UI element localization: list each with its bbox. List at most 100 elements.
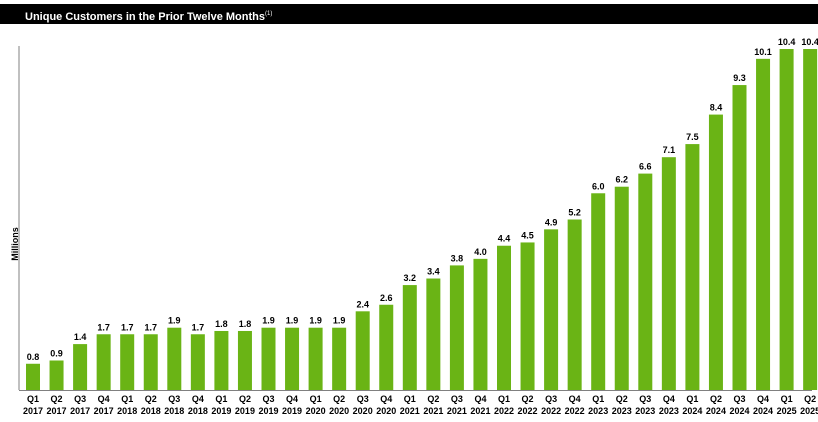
tick-label-year: 2020: [376, 406, 396, 416]
data-label: 7.1: [663, 145, 676, 155]
bar: [49, 360, 64, 390]
tick-label-year: 2021: [447, 406, 467, 416]
tick-label-quarter: Q1: [498, 394, 510, 404]
tick-label-year: 2019: [258, 406, 278, 416]
tick-label-quarter: Q3: [545, 394, 557, 404]
data-label: 3.8: [451, 253, 464, 263]
tick-label-quarter: Q4: [569, 394, 581, 404]
tick-label-quarter: Q2: [427, 394, 439, 404]
bar: [449, 265, 464, 390]
tick-label-year: 2019: [235, 406, 255, 416]
bar: [73, 344, 88, 390]
bar: [120, 334, 135, 390]
data-label: 4.5: [521, 230, 534, 240]
bar-chart: 0.8 Q1 2017 0.9 Q2 2017 1.4 Q3 2017 1.7 Q4 2017 1.7 Q…: [18, 37, 818, 416]
bar: [756, 58, 771, 391]
data-label: 1.9: [168, 316, 181, 326]
data-label: 1.4: [74, 332, 87, 342]
bar: [708, 114, 723, 390]
bar: [332, 327, 347, 390]
tick-label-quarter: Q4: [474, 394, 486, 404]
data-label: 10.4: [778, 37, 796, 47]
bar: [308, 327, 323, 390]
data-label: 5.2: [568, 208, 581, 218]
data-label: 6.0: [592, 181, 605, 191]
chart-title: Unique Customers in the Prior Twelve Mon…: [25, 11, 265, 23]
tick-label-quarter: Q3: [451, 394, 463, 404]
tick-label-quarter: Q3: [357, 394, 369, 404]
bar: [237, 330, 252, 390]
bar: [379, 304, 394, 390]
data-label: 4.9: [545, 217, 558, 227]
tick-label-year: 2021: [470, 406, 490, 416]
bar: [544, 229, 559, 390]
tick-label-year: 2024: [729, 406, 749, 416]
data-label: 4.0: [474, 247, 487, 257]
tick-label-year: 2020: [306, 406, 326, 416]
bar: [567, 219, 582, 390]
data-label: 1.9: [262, 316, 275, 326]
bar: [473, 258, 488, 390]
bar: [190, 334, 205, 390]
bar: [732, 85, 747, 390]
tick-label-quarter: Q4: [98, 394, 110, 404]
tick-label-quarter: Q2: [51, 394, 63, 404]
bar: [497, 245, 511, 390]
bar: [591, 193, 606, 390]
data-label: 4.4: [498, 234, 511, 244]
tick-label-quarter: Q2: [145, 394, 157, 404]
bar: [261, 327, 276, 390]
tick-label-quarter: Q1: [781, 394, 793, 404]
tick-label-quarter: Q4: [192, 394, 204, 404]
data-label: 3.2: [404, 273, 417, 283]
tick-label-year: 2024: [706, 406, 726, 416]
bar: [355, 311, 370, 390]
bar: [614, 186, 629, 390]
bar: [214, 330, 229, 390]
tick-label-quarter: Q2: [710, 394, 722, 404]
tick-label-quarter: Q2: [522, 394, 534, 404]
data-label: 9.3: [733, 73, 746, 83]
tick-label-quarter: Q2: [616, 394, 628, 404]
data-label: 1.9: [333, 316, 346, 326]
tick-label-year: 2022: [541, 406, 561, 416]
data-label: 1.7: [121, 322, 134, 332]
data-label: 10.4: [801, 37, 818, 47]
tick-label-year: 2020: [329, 406, 349, 416]
tick-label-quarter: Q4: [663, 394, 675, 404]
tick-label-quarter: Q2: [239, 394, 251, 404]
bar: [661, 157, 676, 390]
bar: [285, 327, 300, 390]
tick-label-year: 2019: [282, 406, 302, 416]
bar: [685, 144, 700, 390]
tick-label-quarter: Q1: [592, 394, 604, 404]
tick-label-year: 2024: [682, 406, 702, 416]
data-label: 1.7: [97, 322, 110, 332]
tick-label-year: 2022: [494, 406, 514, 416]
data-label: 2.6: [380, 293, 393, 303]
tick-label-year: 2025: [800, 406, 818, 416]
tick-label-year: 2018: [141, 406, 161, 416]
data-label: 1.7: [144, 322, 157, 332]
tick-label-year: 2017: [23, 406, 43, 416]
tick-label-year: 2017: [47, 406, 67, 416]
tick-label-quarter: Q1: [121, 394, 133, 404]
data-label: 1.7: [192, 322, 205, 332]
tick-label-quarter: Q3: [262, 394, 274, 404]
tick-label-quarter: Q1: [310, 394, 322, 404]
tick-label-year: 2022: [518, 406, 538, 416]
data-label: 1.9: [309, 316, 322, 326]
bar: [638, 173, 653, 390]
tick-label-quarter: Q3: [74, 394, 86, 404]
tick-label-quarter: Q1: [686, 394, 698, 404]
bar: [779, 49, 794, 390]
tick-label-year: 2018: [188, 406, 208, 416]
bar: [143, 334, 158, 390]
tick-label-quarter: Q2: [333, 394, 345, 404]
data-label: 8.4: [710, 103, 723, 113]
bar: [520, 242, 535, 390]
data-label: 7.5: [686, 132, 699, 142]
tick-label-quarter: Q4: [757, 394, 769, 404]
tick-label-year: 2021: [400, 406, 420, 416]
footnote-marker: (1): [265, 11, 273, 17]
